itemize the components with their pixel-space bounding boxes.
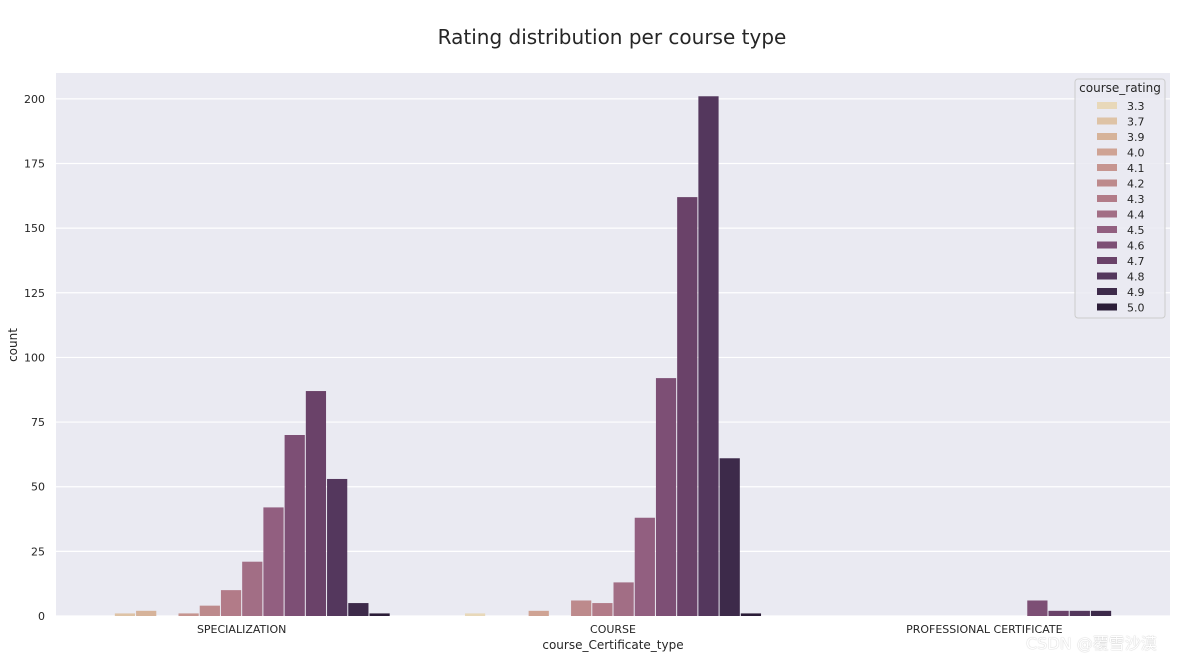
bar-course-4.7 (677, 197, 698, 616)
legend-label: 4.4 (1127, 209, 1145, 222)
legend-label: 4.5 (1127, 224, 1145, 237)
bar-professional-certificate-4.6 (1027, 600, 1048, 616)
legend-swatch-4.4 (1097, 210, 1117, 218)
legend-label: 4.9 (1127, 286, 1145, 299)
bar-specialization-3.7 (114, 613, 136, 616)
y-tick-label: 25 (31, 545, 45, 558)
bar-specialization-4.2 (199, 605, 220, 616)
bar-course-4.4 (613, 582, 634, 616)
bar-specialization-3.9 (136, 610, 157, 616)
x-tick-label: PROFESSIONAL CERTIFICATE (906, 623, 1063, 636)
legend-label: 4.0 (1127, 147, 1145, 160)
legend-swatch-4.3 (1097, 195, 1117, 202)
legend: course_rating 3.3 3.7 3.9 4.0 4.1 4.2 4.3 4.4 4.5… (1074, 78, 1166, 319)
legend-swatch-4.1 (1097, 164, 1117, 171)
y-tick-label: 75 (31, 416, 45, 429)
y-tick-label: 200 (24, 93, 45, 106)
legend-label: 4.3 (1127, 193, 1145, 206)
bar-specialization-4.4 (242, 561, 263, 616)
legend-label: 3.9 (1127, 131, 1145, 144)
bar-specialization-4.9 (348, 603, 369, 616)
bar-course-4.2 (571, 600, 592, 616)
bar-specialization-4.3 (220, 590, 242, 616)
legend-swatch-3.7 (1097, 117, 1117, 125)
bar-professional-certificate-4.9 (1090, 610, 1112, 616)
bar-course-3.3 (464, 613, 486, 616)
watermark: CSDN @覆雪沙漠 (1026, 634, 1157, 653)
legend-label: 4.2 (1127, 178, 1145, 191)
x-tick-label: COURSE (590, 623, 636, 636)
y-tick-label: 100 (24, 351, 45, 364)
bar-course-4.9 (719, 458, 740, 616)
legend-label: 5.0 (1127, 302, 1145, 315)
y-tick-label: 175 (24, 158, 45, 171)
legend-label: 4.6 (1127, 240, 1145, 253)
legend-label: 4.8 (1127, 271, 1145, 284)
x-axis-ticks: SPECIALIZATION COURSE PROFESSIONAL CERTIFI… (197, 623, 1063, 636)
y-tick-label: 125 (24, 287, 45, 300)
chart-title: Rating distribution per course type (438, 25, 787, 49)
bar-course-4.8 (698, 96, 719, 617)
bars (114, 96, 1112, 617)
legend-swatch-4.7 (1097, 257, 1117, 264)
bar-course-4.3 (592, 603, 613, 616)
legend-swatch-3.9 (1097, 133, 1117, 140)
bar-course-5.0 (740, 613, 762, 616)
legend-swatch-4.5 (1097, 226, 1117, 233)
bar-professional-certificate-4.7 (1048, 610, 1069, 616)
y-tick-label: 0 (38, 610, 45, 623)
bar-specialization-4.5 (263, 507, 284, 616)
bar-professional-certificate-4.8 (1069, 610, 1090, 616)
y-axis-ticks: 0 25 50 75 100 125 150 175 200 (24, 93, 45, 623)
bar-specialization-4.1 (178, 613, 199, 616)
legend-swatch-4.0 (1097, 148, 1117, 156)
bar-specialization-4.7 (305, 391, 327, 616)
bar-course-4.0 (528, 610, 549, 616)
bar-course-4.6 (655, 378, 677, 616)
legend-title: course_rating (1079, 81, 1161, 95)
legend-swatch-4.8 (1097, 272, 1117, 280)
x-tick-label: SPECIALIZATION (197, 623, 286, 636)
y-tick-label: 50 (31, 481, 45, 494)
plot-area (56, 73, 1170, 616)
legend-label: 3.3 (1127, 100, 1145, 113)
y-axis-label: count (6, 328, 20, 362)
bar-specialization-4.6 (284, 435, 305, 616)
gridlines (56, 98, 1170, 617)
bar-specialization-5.0 (369, 613, 390, 616)
y-tick-label: 150 (24, 222, 45, 235)
legend-box (1074, 78, 1166, 319)
legend-swatch-4.6 (1097, 241, 1117, 249)
bar-course-4.5 (634, 517, 655, 616)
legend-label: 4.1 (1127, 162, 1145, 175)
legend-label: 4.7 (1127, 255, 1145, 268)
legend-swatch-4.2 (1097, 179, 1117, 187)
bar-specialization-4.8 (327, 478, 348, 616)
legend-label: 3.7 (1127, 116, 1145, 129)
legend-swatch-4.9 (1097, 288, 1117, 295)
legend-swatch-5.0 (1097, 303, 1117, 311)
legend-swatch-3.3 (1097, 102, 1117, 109)
x-axis-label: course_Certificate_type (542, 638, 683, 652)
